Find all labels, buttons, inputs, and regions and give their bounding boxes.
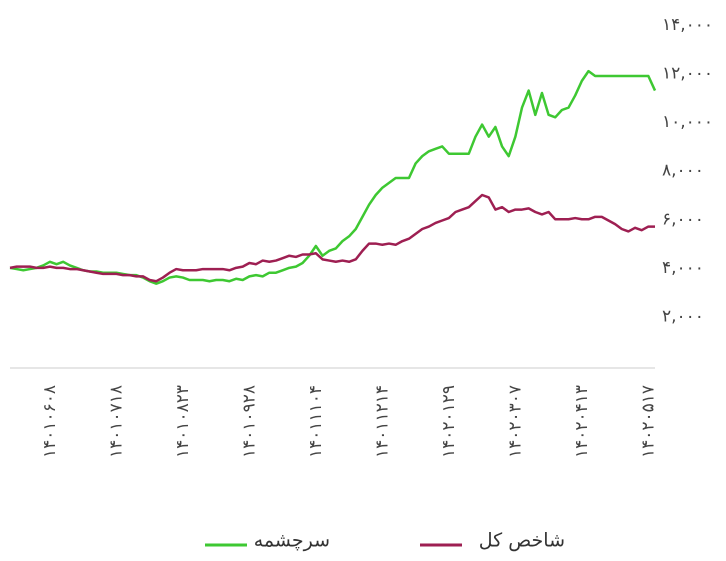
x-tick-label: ۱۴۰۱۰۶۰۸ (40, 385, 60, 458)
x-tick-label: ۱۴۰۲۰۵۱۷ (638, 385, 658, 458)
series-line (9, 69, 657, 285)
legend-label: سرچشمه (254, 530, 330, 552)
x-tick-label: ۱۴۰۲۰۴۱۳ (572, 385, 592, 458)
x-tick-label: ۱۴۰۱۱۱۰۴ (306, 385, 326, 458)
y-tick-label: ۱۲,۰۰۰ (662, 64, 713, 84)
y-tick-label: ۱۴,۰۰۰ (662, 15, 713, 35)
x-tick-label: ۱۴۰۲۰۱۲۹ (439, 385, 459, 458)
y-tick-label: ۸,۰۰۰ (662, 161, 704, 181)
y-tick-label: ۴,۰۰۰ (662, 258, 704, 278)
y-tick-label: ۲,۰۰۰ (662, 306, 704, 326)
x-tick-label: ۱۴۰۱۰۷۱۸ (106, 385, 126, 458)
series-line (9, 193, 655, 283)
y-tick-label: ۶,۰۰۰ (662, 209, 704, 229)
x-tick-label: ۱۴۰۲۰۳۰۷ (505, 385, 525, 458)
x-tick-label: ۱۴۰۱۱۲۱۴ (372, 385, 392, 458)
legend-label: شاخص کل (479, 530, 565, 552)
x-tick-label: ۱۴۰۱۰۸۲۳ (173, 385, 193, 458)
y-tick-label: ۱۰,۰۰۰ (662, 112, 713, 132)
x-tick-label: ۱۴۰۱۰۹۲۸ (239, 385, 259, 458)
